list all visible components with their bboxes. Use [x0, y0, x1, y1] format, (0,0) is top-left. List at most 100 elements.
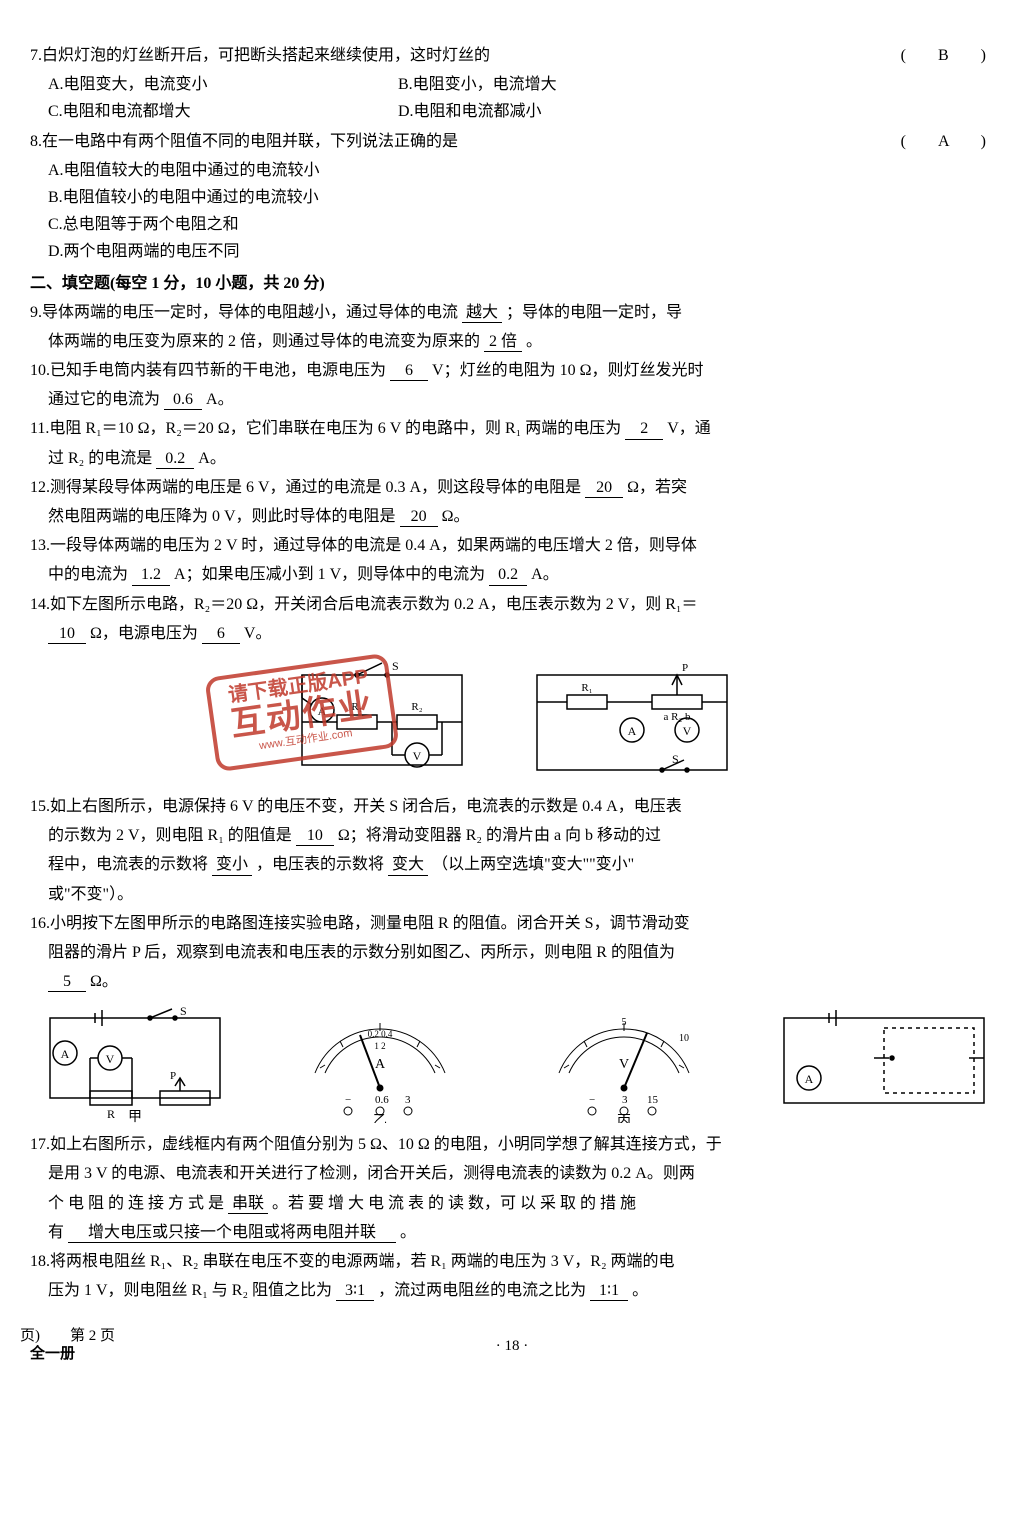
q8-paren: ( A ) [901, 128, 994, 155]
q16-b1: 5 [48, 972, 86, 992]
svg-text:1 2: 1 2 [374, 1041, 385, 1051]
q10: 10.已知手电筒内装有四节新的干电池，电源电压为 6 V；灯丝的电阻为 10 Ω… [30, 357, 994, 384]
section2-title: 二、填空题(每空 1 分，10 小题，共 20 分) [30, 270, 994, 297]
q10-b2: 0.6 [164, 390, 202, 410]
q10-l2: 通过它的电流为 0.6 A。 [30, 386, 994, 413]
q8-D: D.两个电阻两端的电压不同 [30, 238, 994, 265]
fig-q17: A [774, 1003, 994, 1123]
q13-b2: 0.2 [489, 565, 527, 585]
q13-l2: 中的电流为 1.2 A；如果电压减小到 1 V，则导体中的电流为 0.2 A。 [30, 561, 994, 588]
q17-p6: 。 [400, 1224, 416, 1241]
q15: 15.如上右图所示，电源保持 6 V 的电压不变，开关 S 闭合后，电流表的示数… [30, 793, 994, 820]
q7-stem: 7.白炽灯泡的灯丝断开后，可把断头搭起来继续使用，这时灯丝的 [30, 47, 490, 64]
svg-text:S: S [180, 1004, 187, 1018]
q15-b2: 变小 [212, 855, 252, 875]
q14-p2: Ω，电源电压为 [90, 625, 198, 642]
q12-p2: Ω，若突 [627, 479, 687, 496]
q7: 7.白炽灯泡的灯丝断开后，可把断头搭起来继续使用，这时灯丝的 ( B ) [30, 42, 994, 69]
q9: 9.导体两端的电压一定时，导体的电阻越小，通过导体的电流 越大 ；导体的电阻一定… [30, 299, 994, 326]
svg-text:R₁: R₁ [581, 682, 592, 694]
q15-p4: 程中，电流表的示数将 [48, 856, 208, 873]
q17-p5: 有 [48, 1224, 64, 1241]
q7-B: B.电阻变小，电流增大 [398, 71, 994, 98]
svg-text:乙: 乙 [373, 1113, 387, 1123]
svg-text:V: V [413, 749, 422, 763]
q11-b2: 0.2 [156, 449, 194, 469]
q10-p3: 通过它的电流为 [48, 391, 160, 408]
q17-b2: 增大电压或只接一个电阻或将两电阻并联 [68, 1223, 396, 1243]
q12: 12.测得某段导体两端的电压是 6 V，通过的电流是 0.3 A，则这段导体的电… [30, 474, 994, 501]
svg-text:R₂: R₂ [411, 701, 422, 713]
q8: 8.在一电路中有两个阻值不同的电阻并联，下列说法正确的是 ( A ) [30, 128, 994, 155]
q14: 14.如下左图所示电路，R₂＝20 Ω，开关闭合后电流表示数为 0.2 A，电压… [30, 591, 994, 618]
q11-l2: 过 R₂ 的电流是 0.2 A。 [30, 445, 994, 472]
q7-D: D.电阻和电流都减小 [398, 98, 994, 125]
svg-text:A: A [805, 1072, 814, 1086]
q12-p4: Ω。 [442, 508, 470, 525]
q8-C: C.总电阻等于两个电阻之和 [30, 211, 994, 238]
svg-text:10: 10 [679, 1033, 689, 1044]
q8-A: A.电阻值较大的电阻中通过的电流较小 [30, 157, 994, 184]
q12-l2: 然电阻两端的电压降为 0 V，则此时导体的电阻是 20 Ω。 [30, 503, 994, 530]
q12-p3: 然电阻两端的电压降为 0 V，则此时导体的电阻是 [48, 508, 396, 525]
q16-l3: 5 Ω。 [30, 968, 994, 995]
q18: 18.将两根电阻丝 R₁、R₂ 串联在电压不变的电源两端，若 R₁ 两端的电压为… [30, 1248, 994, 1275]
q9-b2: 2 倍 [484, 332, 522, 352]
svg-text:0.6: 0.6 [375, 1094, 389, 1106]
q15-l4: 或"不变"）。 [30, 881, 994, 908]
fig-bing: 5 10 V − 3 15 丙 [529, 1003, 719, 1123]
q7-opts-1: A.电阻变大，电流变小 B.电阻变小，电流增大 [30, 71, 994, 98]
q14-l2: 10 Ω，电源电压为 6 V。 [30, 620, 994, 647]
q13: 13.一段导体两端的电压为 2 V 时，通过导体的电流是 0.4 A，如果两端的… [30, 532, 994, 559]
q7-C: C.电阻和电流都增大 [30, 98, 398, 125]
q18-p2: 压为 1 V，则电阻丝 R₁ 与 R₂ 阻值之比为 [48, 1282, 332, 1299]
q12-b2: 20 [400, 507, 438, 527]
fig-jia: S A V R P 甲 [40, 1003, 230, 1123]
svg-text:R: R [107, 1107, 115, 1121]
svg-text:R₁: R₁ [351, 701, 362, 713]
svg-text:−: − [589, 1094, 595, 1106]
q7-answer: B [938, 47, 957, 64]
fig-row-14-15: A R₁ R₂ V S [30, 655, 994, 785]
footer-book: 全一册 [30, 1342, 75, 1368]
svg-text:丙: 丙 [617, 1114, 631, 1123]
q14-b1: 10 [48, 624, 86, 644]
q7-opts-2: C.电阻和电流都增大 D.电阻和电流都减小 [30, 98, 994, 125]
q15-l3: 程中，电流表的示数将 变小 ，电压表的示数将 变大 （以上两空选填"变大""变小… [30, 851, 994, 878]
svg-text:A: A [61, 1047, 70, 1061]
svg-text:V: V [106, 1052, 115, 1066]
svg-text:V: V [619, 1057, 629, 1072]
q9-p4: 。 [526, 333, 542, 350]
q15-p5: ，电压表的示数将 [256, 856, 384, 873]
q13-p5: A。 [531, 566, 559, 583]
q16-p3: Ω。 [90, 973, 118, 990]
q11-b1: 2 [625, 419, 663, 439]
q8-stem: 8.在一电路中有两个阻值不同的电阻并联，下列说法正确的是 [30, 133, 458, 150]
q17-l4: 有 增大电压或只接一个电阻或将两电阻并联 。 [30, 1219, 994, 1246]
fig-q15: R₁ a R₂ b P A V S [522, 655, 742, 785]
q17: 17.如上右图所示，虚线框内有两个阻值分别为 5 Ω、10 Ω 的电阻，小明同学… [30, 1131, 994, 1158]
q18-p4: 。 [632, 1282, 648, 1299]
q17-l2: 是用 3 V 的电源、电流表和开关进行了检测，闭合开关后，测得电流表的读数为 0… [30, 1160, 994, 1187]
q9-p1: 9.导体两端的电压一定时，导体的电阻越小，通过导体的电流 [30, 304, 458, 321]
q11-p3: 过 R₂ 的电流是 [48, 450, 152, 467]
q14-p3: V。 [244, 625, 272, 642]
q10-b1: 6 [390, 361, 428, 381]
page-footer: 页) 第 2 页 全一册 · 18 · [30, 1324, 994, 1364]
svg-text:0.2 0.4: 0.2 0.4 [367, 1029, 392, 1039]
fig-row-16-17: S A V R P 甲 [40, 1003, 994, 1123]
q10-p4: A。 [206, 391, 234, 408]
svg-text:3: 3 [622, 1094, 628, 1106]
svg-text:−: − [345, 1094, 351, 1106]
q17-l3: 个 电 阻 的 连 接 方 式 是 串联 。若 要 增 大 电 流 表 的 读 … [30, 1190, 994, 1217]
svg-text:15: 15 [647, 1094, 659, 1106]
fig-yi: 0.2 0.4 1 2 A − 0.6 3 乙 [285, 1003, 475, 1123]
fig-q14: A R₁ R₂ V S [282, 655, 482, 785]
q11-p1: 11.电阻 R₁＝10 Ω，R₂＝20 Ω，它们串联在电压为 6 V 的电路中，… [30, 420, 621, 437]
q17-b1: 串联 [228, 1194, 268, 1214]
q8-answer: A [938, 133, 957, 150]
q16: 16.小明按下左图甲所示的电路图连接实验电路，测量电阻 R 的阻值。闭合开关 S… [30, 910, 994, 937]
q13-p3: 中的电流为 [48, 566, 128, 583]
q10-p1: 10.已知手电筒内装有四节新的干电池，电源电压为 [30, 362, 386, 379]
q7-A: A.电阻变大，电流变小 [30, 71, 398, 98]
